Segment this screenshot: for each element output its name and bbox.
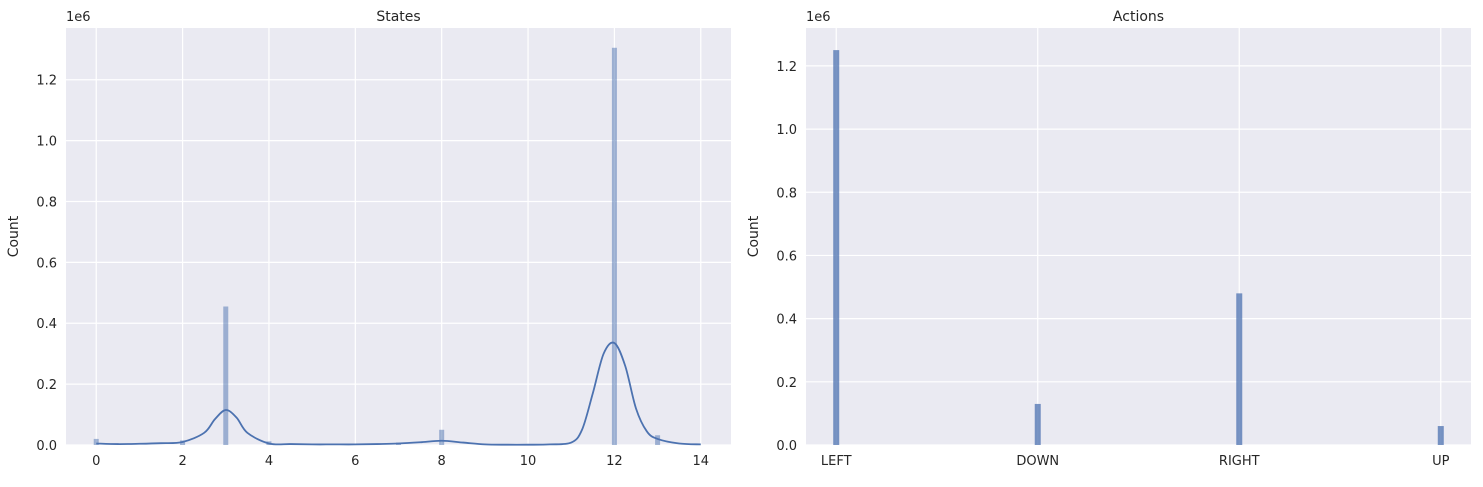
x-tick-label: 14 <box>692 454 709 469</box>
x-tick-label: UP <box>1432 454 1450 469</box>
y-tick-label: 1.2 <box>776 60 797 75</box>
x-tick-label: 10 <box>520 454 537 469</box>
y-tick-label: 1.0 <box>776 123 797 138</box>
states-kde-line <box>96 341 701 446</box>
actions-plot-area <box>806 28 1471 445</box>
histogram-bar <box>223 306 229 445</box>
y-tick-label: 0.4 <box>776 313 797 328</box>
histogram-bar <box>1236 293 1243 445</box>
x-tick-label: DOWN <box>1016 454 1059 469</box>
histogram-bar <box>833 50 840 445</box>
x-tick-label: 2 <box>178 454 186 469</box>
actions-y-offset-label: 1e6 <box>806 10 831 25</box>
states-x-tick-labels: 0 2 4 6 8 10 12 14 <box>92 454 709 469</box>
y-tick-label: 1.0 <box>36 135 57 150</box>
x-tick-label: 4 <box>265 454 273 469</box>
actions-y-axis-label: Count <box>746 215 762 257</box>
histogram-bar <box>1437 426 1444 445</box>
x-tick-label: 6 <box>351 454 359 469</box>
y-tick-label: 0.6 <box>36 256 57 271</box>
x-tick-label: 8 <box>438 454 446 469</box>
y-tick-label: 0.0 <box>776 439 797 454</box>
x-tick-label: LEFT <box>821 454 852 469</box>
actions-x-tick-labels: LEFT DOWN RIGHT UP <box>821 454 1450 469</box>
y-tick-label: 0.0 <box>36 439 57 454</box>
y-tick-label: 0.8 <box>36 195 57 210</box>
y-tick-label: 0.2 <box>776 376 797 391</box>
histogram-bar <box>655 435 661 445</box>
states-y-tick-labels: 0.0 0.2 0.4 0.6 0.8 1.0 1.2 <box>36 74 57 454</box>
histogram-bar <box>611 47 617 446</box>
y-tick-label: 0.6 <box>776 249 797 264</box>
states-y-axis-label: Count <box>6 215 22 257</box>
actions-title: Actions <box>1113 9 1164 25</box>
x-tick-label: 0 <box>92 454 100 469</box>
x-tick-label: 12 <box>606 454 623 469</box>
histogram-bar <box>1034 403 1041 445</box>
histogram-bar <box>439 429 445 445</box>
states-chart: 0 2 4 6 8 10 12 14 0.0 0.2 0.4 0.6 0.8 1.0 1.2 States… <box>6 9 731 469</box>
states-plot-area <box>66 28 731 445</box>
y-tick-label: 1.2 <box>36 74 57 89</box>
actions-y-tick-labels: 0.0 0.2 0.4 0.6 0.8 1.0 1.2 <box>776 60 797 454</box>
states-title: States <box>376 9 420 25</box>
states-y-offset-label: 1e6 <box>66 10 91 25</box>
y-tick-label: 0.8 <box>776 186 797 201</box>
x-tick-label: RIGHT <box>1219 454 1260 469</box>
y-tick-label: 0.2 <box>36 378 57 393</box>
actions-chart: LEFT DOWN RIGHT UP 0.0 0.2 0.4 0.6 0.8 1.0 1.2 Ac… <box>746 9 1471 469</box>
actions-bars <box>833 50 1444 445</box>
y-tick-label: 0.4 <box>36 317 57 332</box>
histogram-bar <box>93 438 99 445</box>
